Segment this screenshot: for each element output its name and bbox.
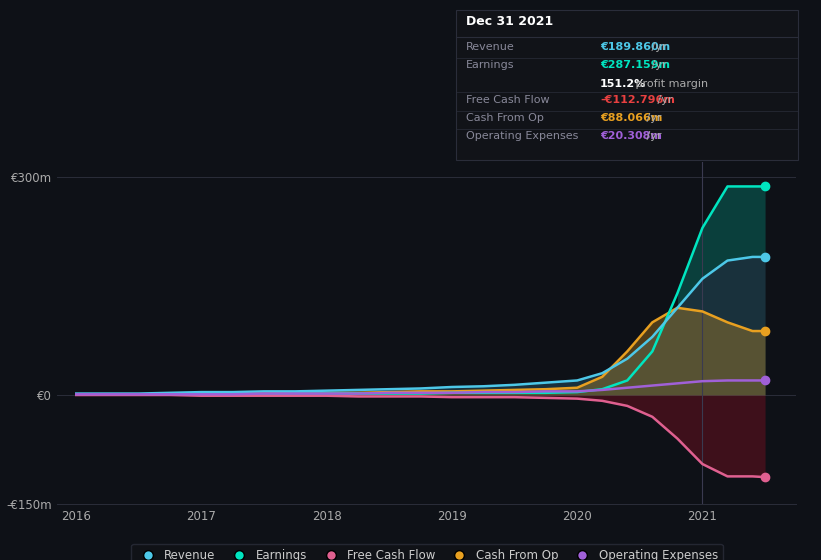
Text: €88.066m: €88.066m xyxy=(600,113,663,123)
Text: Operating Expenses: Operating Expenses xyxy=(466,132,579,142)
Text: €189.860m: €189.860m xyxy=(600,42,670,52)
Text: /yr: /yr xyxy=(649,60,667,71)
Text: -€112.796m: -€112.796m xyxy=(600,95,675,105)
Text: profit margin: profit margin xyxy=(632,79,709,89)
Text: Cash From Op: Cash From Op xyxy=(466,113,544,123)
Text: /yr: /yr xyxy=(643,113,662,123)
Text: Dec 31 2021: Dec 31 2021 xyxy=(466,15,553,27)
Text: /yr: /yr xyxy=(654,95,672,105)
Text: €20.308m: €20.308m xyxy=(600,132,662,142)
Text: /yr: /yr xyxy=(649,42,667,52)
Text: 151.2%: 151.2% xyxy=(600,79,646,89)
Text: /yr: /yr xyxy=(643,132,662,142)
Text: Free Cash Flow: Free Cash Flow xyxy=(466,95,550,105)
Text: Revenue: Revenue xyxy=(466,42,515,52)
Text: €287.159m: €287.159m xyxy=(600,60,670,71)
Legend: Revenue, Earnings, Free Cash Flow, Cash From Op, Operating Expenses: Revenue, Earnings, Free Cash Flow, Cash … xyxy=(131,544,722,560)
Text: Earnings: Earnings xyxy=(466,60,515,71)
